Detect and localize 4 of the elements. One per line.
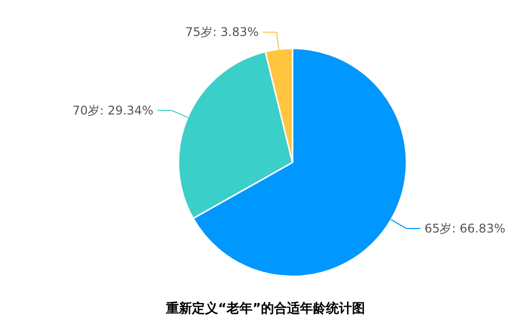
text: 重新定义“老年”的合适年龄统计图 [164,300,366,316]
slice-label: 70岁: 29.34% [72,103,154,118]
slice-label: 75岁: 3.83% [185,25,259,40]
slice-label: 65岁: 66.83% [424,222,506,236]
